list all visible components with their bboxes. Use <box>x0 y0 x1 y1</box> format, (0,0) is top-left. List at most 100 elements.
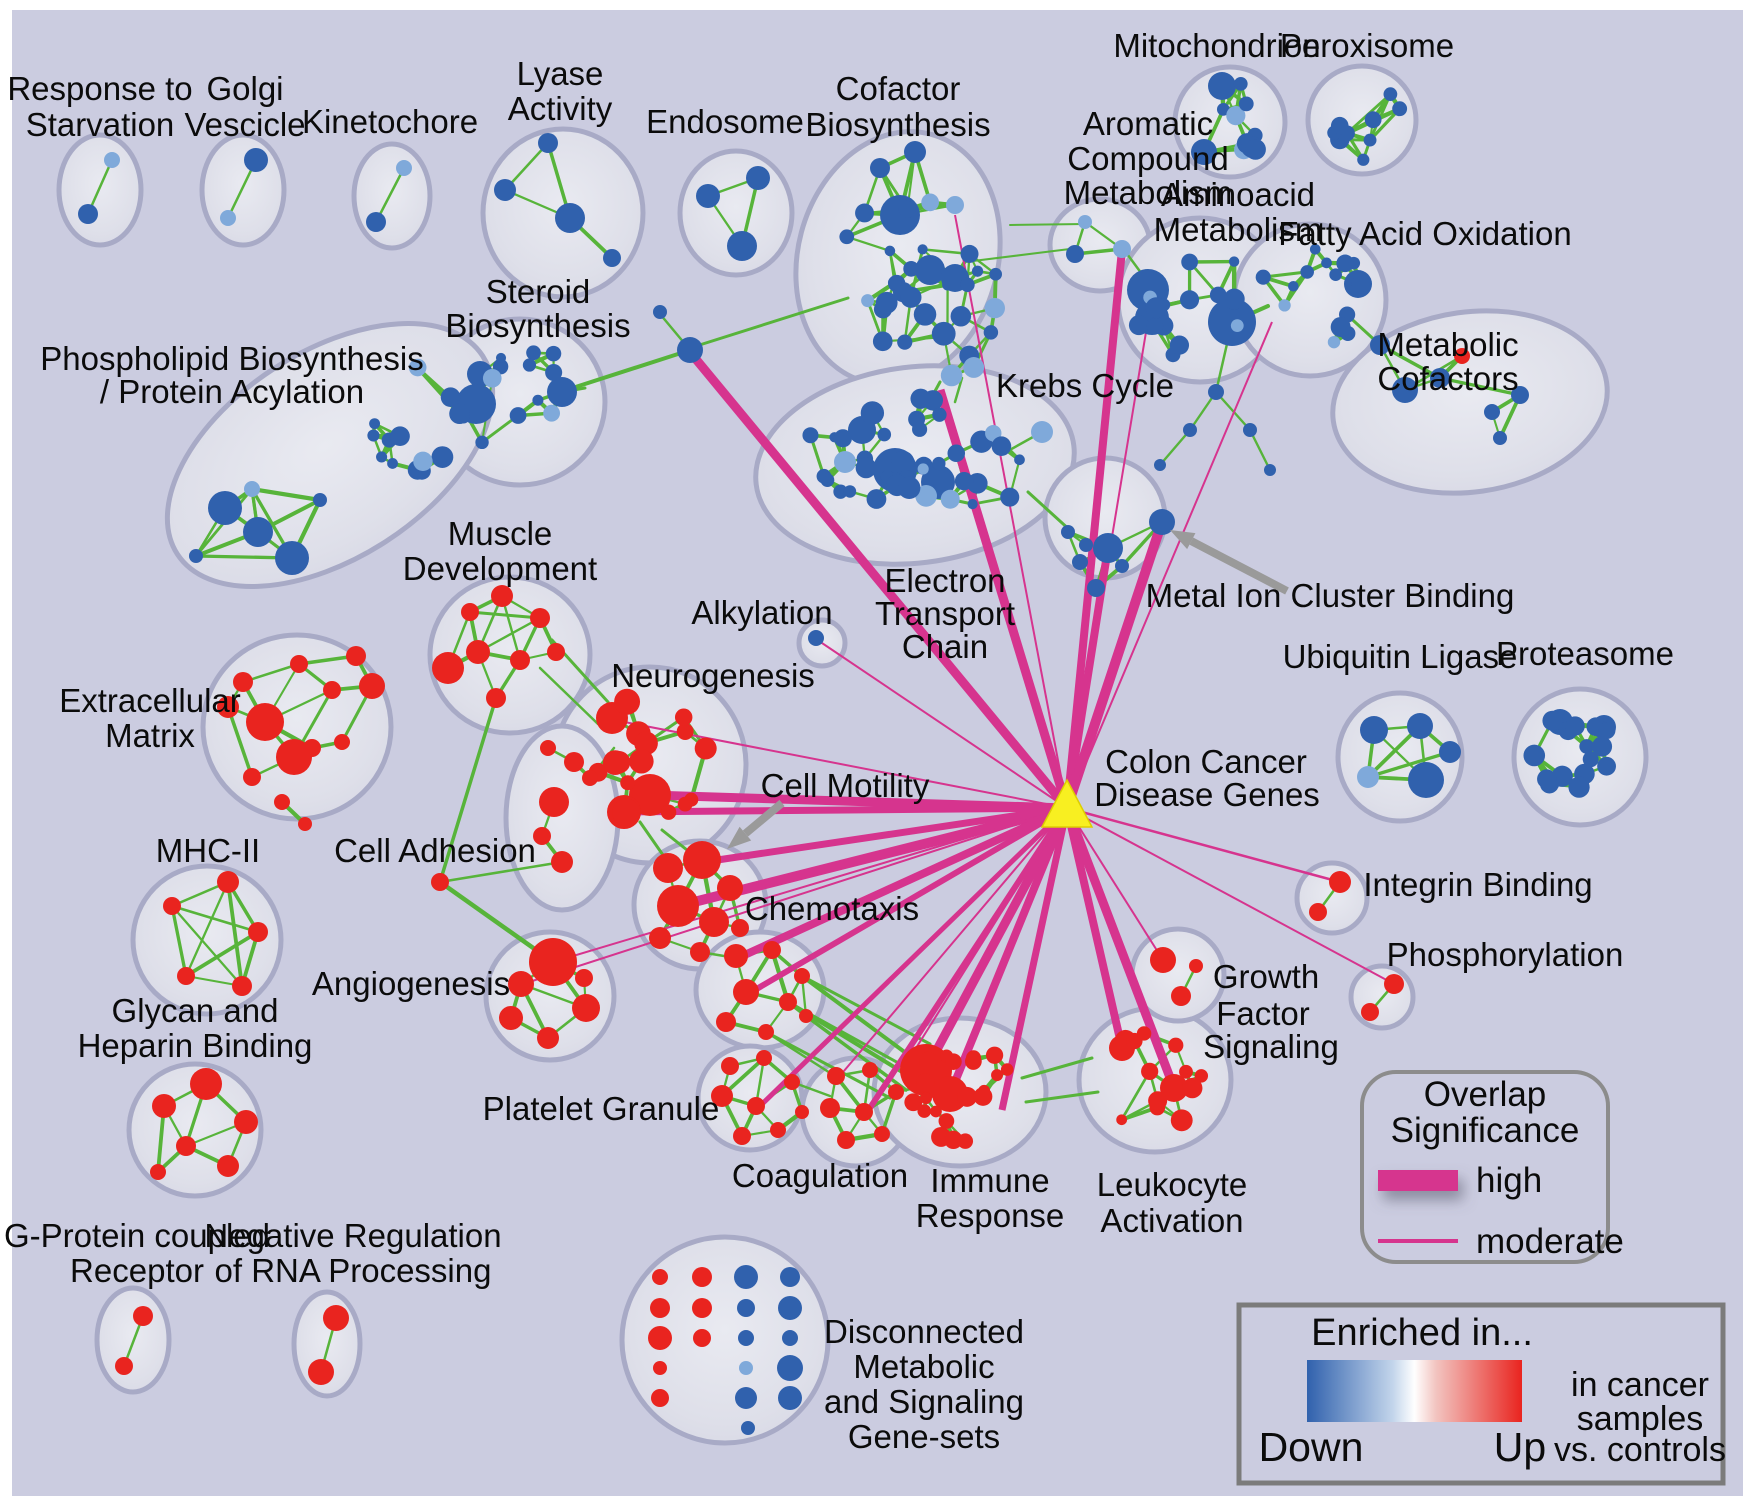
krebs-cycle-gene-set-node <box>984 297 1005 319</box>
electron-transport-chain-gene-set-node <box>991 436 1012 457</box>
cofactor-biosynthesis-label-line1: Cofactor <box>836 70 961 107</box>
disconnected-gene-sets-gene-set-node <box>738 1330 754 1346</box>
fatty-acid-oxidation-gene-set-node <box>1309 243 1321 255</box>
chemotaxis-gene-set-node <box>758 1024 774 1040</box>
cofactor-biosynthesis-gene-overlap-edge <box>845 235 892 253</box>
fatty-acid-oxidation-gene-set-node <box>1336 254 1354 273</box>
ubiquitin-ligase-gene-set-node <box>1408 762 1444 798</box>
inter-cluster-green-edge <box>558 352 680 394</box>
alkylation-gene-set-node <box>808 630 824 646</box>
chemotaxis-label-line1: Chemotaxis <box>745 890 919 927</box>
platelet-granule-gene-set-node <box>747 1097 765 1115</box>
coagulation-gene-set-node <box>862 1062 878 1078</box>
metal-ion-arrow-shaft <box>1189 537 1289 595</box>
growth-factor-signaling-label-line3: Signaling <box>1203 1028 1339 1065</box>
inter-cluster-green-edge <box>1020 1056 1094 1080</box>
steroid-biosynthesis-label-line1: Steroid <box>486 273 591 310</box>
leukocyte-activation-gene-set-node <box>1136 1026 1152 1041</box>
cofactor-biosynthesis-gene-set-node <box>898 200 916 219</box>
mhc-ii-gene-overlap-edge <box>170 904 188 978</box>
immune-response-gene-set-node <box>920 1092 932 1105</box>
connector-node <box>1208 384 1224 400</box>
glycan-heparin-binding-label-line2: Heparin Binding <box>78 1027 313 1064</box>
connector-node <box>1183 423 1197 437</box>
disconnected-gene-sets-gene-set-node <box>648 1326 672 1350</box>
muscle-development-gene-set-node <box>510 650 530 670</box>
disconnected-gene-sets-gene-set-node <box>692 1298 712 1318</box>
electron-transport-chain-gene-set-node <box>834 451 856 473</box>
immune-response-gene-set-node <box>973 1087 993 1106</box>
phospholipid-biosynthesis-gene-set-node <box>367 429 380 442</box>
glycan-heparin-binding-gene-set-node <box>217 1155 239 1177</box>
aminoacid-metabolism-gene-set-node <box>1180 290 1200 310</box>
aromatic-compound-metabolism-label-line3: Metabolism <box>1064 174 1233 211</box>
metabolic-cofactors-label-line2: Cofactors <box>1377 360 1518 397</box>
phospholipid-biosynthesis-label-line2: / Protein Acylation <box>100 373 364 410</box>
connector-node <box>677 337 703 363</box>
inter-cluster-green-edge <box>764 1030 892 1100</box>
immune-response-label-line2: Response <box>916 1197 1065 1234</box>
electron-transport-chain-gene-set-node <box>816 468 832 484</box>
extracellular-matrix-gene-set-node <box>276 739 312 775</box>
immune-response-gene-set-node <box>932 1076 968 1112</box>
phospholipid-biosynthesis-gene-set-node <box>369 418 381 430</box>
immune-response-gene-set-node <box>957 1086 978 1107</box>
colon-cancer-label-line1: Colon Cancer <box>1105 743 1307 780</box>
disconnected-gene-sets-gene-set-node <box>652 1269 668 1285</box>
disconnected-gene-sets-gene-set-node <box>735 1387 757 1409</box>
immune-response-gene-set-node <box>931 1126 952 1147</box>
lyase-activity-gene-set-node <box>603 249 621 267</box>
peroxisome-gene-set-node <box>1364 111 1382 129</box>
electron-transport-chain-gene-set-node <box>912 421 928 437</box>
cell-motility-cluster-label-line1: Cell Motility <box>761 767 930 804</box>
overlap-edge-moderate <box>815 638 1068 809</box>
g-protein-coupled-receptor-label-line1: G-Protein coupled <box>4 1217 270 1254</box>
overlap-edge-moderate <box>1066 321 1273 809</box>
fatty-acid-oxidation-gene-set-node <box>1329 268 1342 282</box>
metal-ion-cluster-binding-gene-set-node <box>1072 554 1088 570</box>
overlap-edge-high <box>1062 806 1179 1090</box>
extracellular-matrix-label-line1: Extracellular <box>59 682 241 719</box>
disconnected-gene-sets-gene-set-node <box>782 1330 798 1346</box>
growth-factor-signaling-gene-set-node <box>1189 959 1203 973</box>
cofactor-biosynthesis-gene-set-node <box>904 141 926 163</box>
inter-cluster-green-edge <box>1024 1090 1100 1104</box>
connector-edge <box>1214 390 1252 432</box>
lyase-activity-gene-set-node <box>494 179 516 201</box>
proteasome-label-line1: Proteasome <box>1496 635 1674 672</box>
disconnected-gene-sets-label-line1: Disconnected <box>824 1313 1024 1350</box>
cofactor-biosynthesis-gene-set-node <box>875 291 898 314</box>
metabolic-cofactors-gene-set-node <box>1454 348 1470 364</box>
angiogenesis-gene-set-node <box>575 969 593 987</box>
coagulation-label-line1: Coagulation <box>732 1157 908 1194</box>
ubiquitin-ligase-gene-set-node <box>1407 713 1433 739</box>
phospholipid-biosynthesis-gene-set-node <box>413 451 433 472</box>
disconnected-gene-sets-gene-set-node <box>778 1386 802 1410</box>
chemotaxis-gene-set-node <box>763 941 781 959</box>
overlap-edge-high <box>756 806 1069 1110</box>
disconnected-gene-sets-gene-set-node <box>741 1421 755 1435</box>
overlap-edge-moderate <box>1066 806 1341 884</box>
moderate-significance-label: moderate <box>1476 1222 1624 1261</box>
cell-motility-cluster-gene-set-node <box>683 841 721 879</box>
ubiquitin-ligase-label-line1: Ubiquitin Ligase <box>1283 638 1518 675</box>
phosphorylation-gene-set-node <box>1384 974 1404 994</box>
phospholipid-biosynthesis-gene-set-node <box>387 458 398 469</box>
leukocyte-activation-gene-overlap-edge <box>1120 1070 1152 1122</box>
phospholipid-biosynthesis-gene-set-node <box>243 517 273 547</box>
overlap-edge-high <box>863 806 1070 1116</box>
connector-node <box>431 873 449 891</box>
proteasome-gene-set-node <box>1551 765 1573 787</box>
phospholipid-biosynthesis-gene-set-node <box>440 387 461 407</box>
cofactor-biosynthesis-gene-set-node <box>884 245 896 257</box>
electron-transport-chain-gene-set-node <box>1000 487 1020 507</box>
mhc-ii-gene-set-node <box>217 871 239 893</box>
extracellular-matrix-gene-set-node <box>298 817 312 831</box>
metabolic-cofactors-gene-overlap-edge <box>1378 343 1442 380</box>
chemotaxis-gene-set-node <box>716 1012 736 1032</box>
disconnected-gene-sets-gene-set-node <box>739 1361 753 1375</box>
platelet-granule-label-line1: Platelet Granule <box>483 1090 720 1127</box>
steroid-biosynthesis-gene-set-node <box>475 435 489 450</box>
g-protein-coupled-receptor-gene-set-node <box>115 1357 133 1375</box>
platelet-granule-gene-set-node <box>721 1057 739 1075</box>
